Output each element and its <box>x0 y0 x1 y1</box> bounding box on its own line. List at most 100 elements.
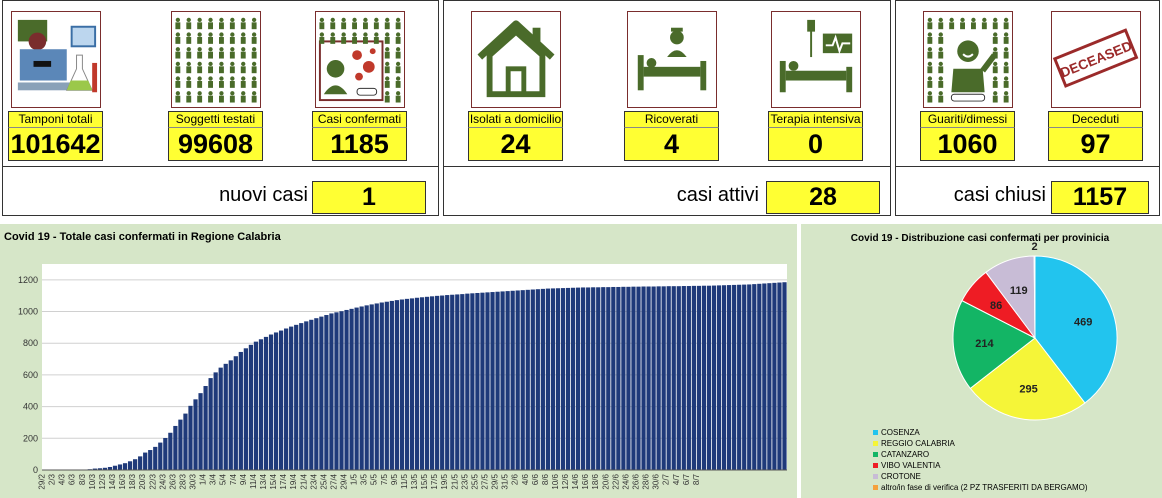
x-tick-label: 4/6 <box>521 473 530 485</box>
virus-contagion-icon <box>314 11 405 108</box>
bar <box>344 309 349 470</box>
legend-swatch <box>873 474 878 480</box>
bar <box>510 290 515 470</box>
intensive-care-icon <box>770 11 861 108</box>
x-tick-label: 17/4 <box>279 473 288 489</box>
tile-value: 101642 <box>8 127 103 161</box>
bar <box>299 323 304 470</box>
bar <box>737 284 742 470</box>
bar <box>681 286 686 470</box>
bar <box>520 290 525 470</box>
x-tick-label: 26/6 <box>632 473 641 489</box>
bar <box>671 286 676 470</box>
bar <box>621 286 626 470</box>
new-cases-value: 1 <box>312 181 426 214</box>
x-tick-label: 18/3 <box>128 473 137 489</box>
x-tick-label: 23/5 <box>460 473 469 489</box>
bar <box>757 283 762 470</box>
x-tick-label: 2/3 <box>48 473 57 485</box>
bar <box>747 284 752 470</box>
legend-entry: COSENZA <box>873 427 1088 438</box>
bar <box>399 299 405 470</box>
bar <box>117 464 123 470</box>
bar <box>772 282 777 470</box>
bar <box>354 307 359 470</box>
x-tick-label: 15/5 <box>420 473 429 489</box>
bar <box>575 287 581 470</box>
bar <box>319 316 324 470</box>
legend-label: REGGIO CALABRIA <box>881 439 955 448</box>
bar <box>112 465 118 470</box>
x-tick-label: 4/3 <box>58 473 67 485</box>
x-tick-label: 14/6 <box>571 473 580 489</box>
bar <box>455 294 460 470</box>
tile-casi-confermati: Casi confermati 1185 <box>312 11 407 161</box>
bar <box>550 288 556 470</box>
x-tick-label: 23/4 <box>309 473 318 489</box>
legend-label: altro/in fase di verifica (2 PZ TRASFERI… <box>881 483 1088 492</box>
bar <box>762 283 767 470</box>
x-tick-label: 20/3 <box>138 473 147 489</box>
x-tick-label: 26/3 <box>168 473 177 489</box>
bar <box>581 287 586 470</box>
x-tick-label: 25/4 <box>319 473 328 489</box>
tile-value: 97 <box>1048 127 1143 161</box>
bar <box>636 286 641 470</box>
x-tick-label: 15/4 <box>269 473 278 489</box>
bar <box>339 311 344 470</box>
bar <box>253 341 259 470</box>
pie-data-label: 214 <box>975 338 994 350</box>
bar <box>369 304 374 470</box>
bar <box>294 324 299 470</box>
bar <box>661 286 666 470</box>
pie-data-label: 119 <box>1010 285 1028 297</box>
x-tick-label: 2/7 <box>662 473 671 485</box>
house-icon <box>470 11 561 108</box>
pie-legend: COSENZA REGGIO CALABRIA CATANZARO VIBO VALE… <box>873 427 1088 493</box>
bar <box>409 298 415 470</box>
x-tick-label: 13/4 <box>259 473 268 489</box>
legend-entry: VIBO VALENTIA <box>873 460 1088 471</box>
bar <box>394 300 399 470</box>
legend-swatch <box>873 452 878 458</box>
legend-label: CATANZARO <box>881 450 930 459</box>
y-tick-label: 0 <box>33 465 38 475</box>
bar <box>379 302 384 470</box>
y-tick-label: 1000 <box>18 307 38 317</box>
x-tick-label: 24/3 <box>158 473 167 489</box>
x-tick-label: 24/6 <box>621 473 630 489</box>
x-tick-label: 3/4 <box>209 473 218 485</box>
bar <box>701 285 707 470</box>
bar <box>490 292 495 470</box>
pie-data-label: 86 <box>990 300 1002 312</box>
closed-cases-value: 1157 <box>1051 181 1149 214</box>
pie-data-label: 295 <box>1019 383 1037 395</box>
x-tick-label: 4/7 <box>672 473 681 485</box>
bar <box>535 289 540 470</box>
x-tick-label: 8/7 <box>692 473 701 485</box>
bar <box>726 285 732 470</box>
bar <box>445 295 450 470</box>
bar <box>414 297 420 470</box>
bar <box>97 468 103 470</box>
bar <box>183 413 188 470</box>
bar <box>309 319 314 470</box>
x-tick-label: 17/5 <box>430 473 439 489</box>
bar <box>586 287 591 470</box>
x-tick-label: 1/5 <box>350 473 359 485</box>
y-tick-label: 600 <box>23 370 38 380</box>
pie-chart-panel: 469 295 214 86 119 2 Covid 19 - Distribuzione… <box>801 224 1162 498</box>
bar <box>349 308 354 470</box>
bar <box>505 291 510 470</box>
x-tick-label: 29/4 <box>340 473 349 489</box>
bar <box>359 306 364 470</box>
bar <box>238 351 243 470</box>
bar <box>450 294 455 470</box>
bar <box>465 293 470 470</box>
x-tick-label: 6/6 <box>531 473 540 485</box>
people-grid-icon <box>170 11 261 108</box>
bar <box>143 452 148 470</box>
bar <box>284 328 289 470</box>
pie-data-label: 469 <box>1074 317 1092 329</box>
